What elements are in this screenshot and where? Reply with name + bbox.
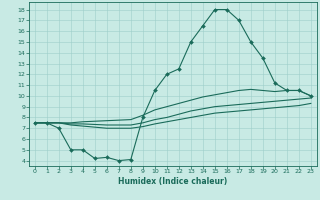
X-axis label: Humidex (Indice chaleur): Humidex (Indice chaleur): [118, 177, 228, 186]
